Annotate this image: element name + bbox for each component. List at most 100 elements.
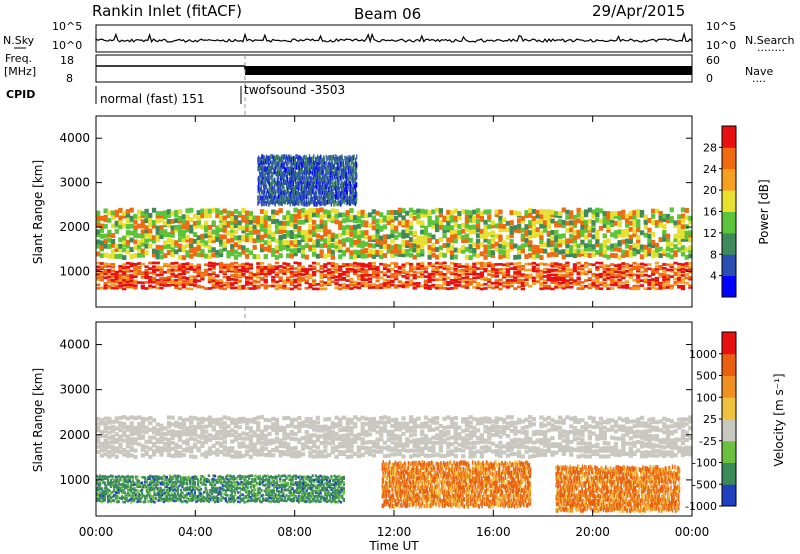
echo-cell bbox=[317, 186, 319, 192]
echo-cell bbox=[427, 277, 432, 281]
echo-cell bbox=[356, 449, 362, 454]
echo-cell bbox=[272, 156, 275, 162]
echo-cell bbox=[528, 276, 533, 279]
echo-cell bbox=[412, 438, 417, 443]
echo-cell bbox=[293, 227, 298, 232]
echo-cell bbox=[192, 213, 198, 219]
echo-cell bbox=[274, 201, 276, 207]
echo-cell bbox=[371, 272, 376, 276]
echo-cell bbox=[315, 173, 317, 179]
echo-cell bbox=[680, 236, 686, 242]
echo-cell bbox=[394, 243, 399, 249]
echo-cell bbox=[427, 446, 432, 451]
echo-cell bbox=[587, 286, 592, 290]
echo-cell bbox=[464, 433, 470, 438]
echo-cell bbox=[587, 239, 592, 245]
echo-cell bbox=[177, 416, 183, 421]
echo-cell bbox=[174, 430, 179, 435]
echo-cell bbox=[390, 217, 395, 223]
echo-cell bbox=[170, 262, 175, 265]
echo-cell bbox=[140, 219, 145, 225]
echo-cell bbox=[602, 239, 607, 245]
echo-cell bbox=[276, 154, 278, 160]
echo-cell bbox=[295, 186, 297, 191]
echo-cell bbox=[284, 180, 286, 185]
echo-cell bbox=[624, 213, 630, 219]
echo-cell bbox=[122, 433, 127, 438]
echo-cell bbox=[535, 449, 540, 454]
echo-cell bbox=[435, 268, 440, 272]
echo-cell bbox=[420, 432, 425, 437]
echo-cell bbox=[137, 422, 142, 427]
echo-cell bbox=[464, 238, 470, 243]
echo-cell bbox=[479, 416, 484, 421]
echo-cell bbox=[498, 271, 503, 275]
echo-cell bbox=[351, 166, 353, 172]
echo-cell bbox=[468, 454, 473, 459]
echo-cell bbox=[446, 242, 451, 248]
echo-cell bbox=[453, 254, 458, 260]
echo-cell bbox=[330, 270, 335, 274]
echo-cell bbox=[204, 454, 209, 459]
echo-cell bbox=[260, 185, 262, 191]
echo-cell bbox=[669, 216, 674, 221]
echo-cell bbox=[610, 243, 615, 249]
echo-cell bbox=[382, 271, 388, 275]
echo-cell bbox=[293, 213, 298, 219]
echo-cell bbox=[125, 267, 131, 271]
echo-cell bbox=[271, 154, 273, 160]
echo-cell bbox=[338, 239, 343, 245]
echo-cell bbox=[284, 167, 286, 173]
echo-cell bbox=[364, 270, 369, 274]
echo-cell bbox=[122, 415, 127, 420]
echo-cell bbox=[293, 271, 298, 274]
echo-cell bbox=[148, 233, 153, 239]
echo-cell bbox=[375, 242, 380, 248]
echo-cell bbox=[323, 263, 328, 266]
echo-cell bbox=[331, 199, 333, 205]
echo-cell bbox=[632, 242, 637, 248]
echo-cell bbox=[334, 240, 339, 246]
echo-cell bbox=[464, 445, 470, 450]
echo-cell bbox=[300, 442, 306, 447]
echo-cell bbox=[528, 273, 533, 277]
echo-cell bbox=[543, 227, 548, 233]
echo-cell bbox=[103, 416, 108, 421]
echo-cell bbox=[397, 220, 402, 226]
echo-cell bbox=[580, 287, 585, 291]
echo-cell bbox=[319, 434, 324, 439]
echo-cell bbox=[487, 224, 492, 230]
echo-cell bbox=[390, 262, 395, 265]
echo-cell bbox=[274, 154, 276, 160]
echo-cell bbox=[390, 233, 395, 238]
echo-cell bbox=[324, 181, 326, 186]
echo-cell bbox=[133, 426, 138, 431]
echo-cell bbox=[155, 218, 160, 224]
echo-cell bbox=[300, 253, 306, 259]
echo-cell bbox=[107, 416, 112, 421]
echo-cell bbox=[468, 446, 473, 451]
echo-cell bbox=[341, 218, 347, 224]
echo-cell bbox=[185, 417, 190, 422]
echo-cell bbox=[546, 273, 551, 277]
echo-cell bbox=[140, 443, 145, 448]
echo-cell bbox=[449, 435, 455, 440]
echo-cell bbox=[643, 269, 648, 273]
echo-cell bbox=[591, 274, 596, 278]
echo-cell bbox=[272, 163, 274, 169]
echo-cell bbox=[278, 265, 283, 268]
echo-cell bbox=[140, 447, 145, 452]
echo-cell bbox=[498, 227, 503, 233]
echo-cell bbox=[308, 420, 313, 425]
echo-cell bbox=[307, 190, 309, 196]
echo-cell bbox=[453, 284, 458, 287]
echo-cell bbox=[647, 279, 652, 282]
echo-cell bbox=[375, 266, 380, 269]
echo-cell bbox=[267, 215, 272, 221]
echo-cell bbox=[110, 272, 116, 276]
echo-cell bbox=[259, 445, 265, 450]
echo-cell bbox=[323, 238, 328, 244]
echo-cell bbox=[394, 441, 399, 446]
echo-cell bbox=[326, 183, 328, 189]
